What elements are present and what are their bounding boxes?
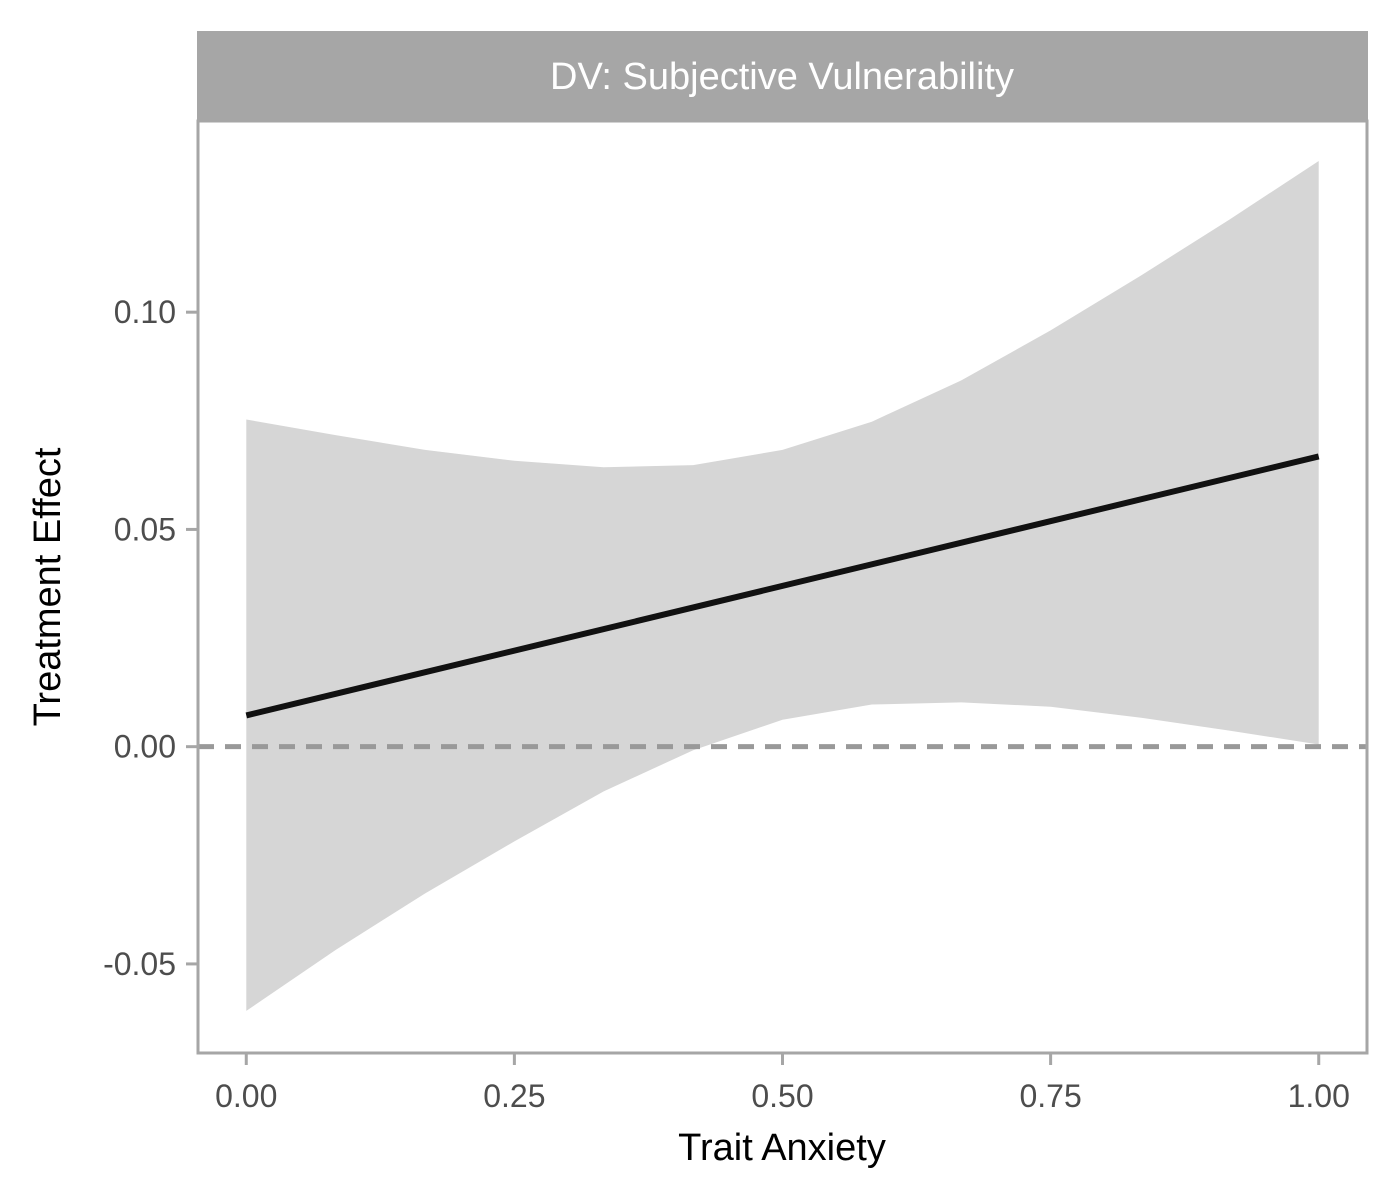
plot-layer bbox=[198, 161, 1367, 1011]
x-tick-label: 0.25 bbox=[483, 1078, 545, 1114]
x-axis-title: Trait Anxiety bbox=[678, 1127, 886, 1169]
x-axis: 0.00 0.25 0.50 0.75 1.00 bbox=[215, 1053, 1350, 1114]
x-tick-label: 1.00 bbox=[1288, 1078, 1350, 1114]
facet-strip bbox=[197, 31, 1368, 120]
y-tick-label: 0.00 bbox=[114, 729, 176, 765]
y-tick-label: 0.10 bbox=[114, 294, 176, 330]
y-axis: -0.05 0.00 0.05 0.10 bbox=[103, 294, 198, 982]
y-axis-title: Treatment Effect bbox=[27, 447, 69, 726]
facet-strip-label: DV: Subjective Vulnerability bbox=[550, 56, 1014, 98]
y-tick-label: 0.05 bbox=[114, 511, 176, 547]
x-tick-label: 0.50 bbox=[751, 1078, 813, 1114]
y-tick-label: -0.05 bbox=[103, 946, 176, 982]
x-tick-label: 0.75 bbox=[1019, 1078, 1081, 1114]
x-tick-label: 0.00 bbox=[215, 1078, 277, 1114]
effect-line-0 bbox=[245, 453, 1320, 719]
